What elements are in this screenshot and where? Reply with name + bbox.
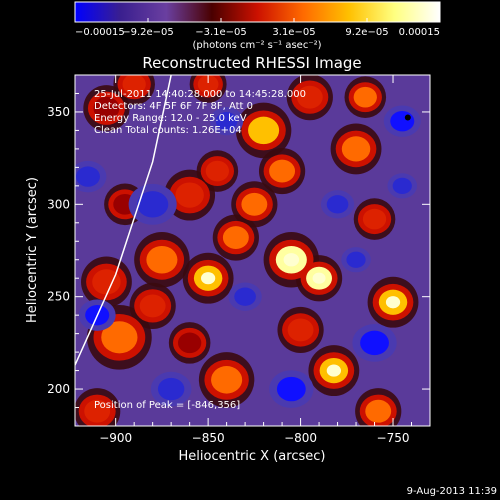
cold-blob-core	[326, 195, 349, 214]
solar-limb-curve	[75, 75, 172, 366]
y-tick-label: 250	[47, 290, 70, 304]
footer-date: 9-Aug-2013 11:39	[407, 486, 497, 497]
colorbar-tick-label: −0.00015	[75, 27, 125, 38]
heatmap-layer	[75, 75, 421, 426]
cold-blob-core	[276, 376, 306, 402]
hot-blob-core	[353, 86, 377, 108]
hot-blob-core	[101, 321, 138, 354]
cold-blob-core	[215, 112, 238, 131]
annotation-line: Energy Range: 12.0 - 25.0 keV	[94, 113, 247, 124]
cold-blob-core	[360, 330, 389, 356]
hot-blob-peak	[326, 364, 341, 377]
hot-blob-core	[175, 182, 204, 208]
cold-blob-core	[390, 111, 415, 132]
hot-blob-core	[222, 226, 249, 250]
hot-blob-core	[146, 245, 178, 274]
x-tick-label: −900	[99, 431, 132, 445]
hot-blob-core	[287, 318, 314, 342]
hot-blob-core	[205, 160, 230, 182]
hot-blob-core	[122, 75, 146, 95]
hot-blob-peak	[201, 272, 216, 285]
x-axis-label: Heliocentric X (arcsec)	[179, 449, 326, 464]
annotation-line: Detectors: 4F 5F 6F 7F 8F, Att 0	[94, 101, 253, 112]
y-tick-label: 300	[47, 197, 70, 211]
x-tick-label: −800	[284, 431, 317, 445]
y-axis-label: Heliocentric Y (arcsec)	[25, 177, 40, 323]
hot-blob-core	[197, 75, 219, 94]
axis-ticks: −900 −850 −800 −750 200 250 300 350	[47, 74, 430, 445]
colorbar-ticks: −0.00015−9.2e−05 −3.1e−05 3.1e−05 9.2e−05 0.…	[74, 18, 441, 38]
cold-blob-core	[137, 191, 169, 218]
peak-marker	[404, 114, 411, 121]
hot-blob-core	[362, 208, 387, 230]
hot-blob-core	[139, 294, 166, 318]
x-tick-label: −750	[377, 431, 410, 445]
colorbar-tick-label: 3.1e−05	[272, 27, 315, 38]
cold-blob-core	[75, 166, 100, 187]
chart-title: Reconstructed RHESSI Image	[142, 54, 361, 72]
hot-blob-core	[341, 136, 371, 162]
cold-blob-core	[346, 251, 366, 268]
hot-blob-core	[211, 366, 243, 394]
hot-blob-core	[92, 269, 121, 295]
y-tick-label: 200	[47, 382, 70, 396]
hot-blob-core	[241, 192, 268, 216]
hot-blob-peak	[385, 296, 401, 309]
plot-frame	[74, 74, 431, 427]
colorbar-tick-label: 9.2e−05	[345, 27, 388, 38]
colorbar-tick-label: −3.1e−05	[195, 27, 247, 38]
cold-blob-core	[234, 287, 256, 306]
x-tick-label: −850	[192, 431, 225, 445]
hot-blob-core	[269, 159, 296, 183]
hot-blob-core	[84, 399, 111, 423]
hot-blob-peak	[312, 272, 326, 284]
hot-blob-core	[93, 96, 120, 120]
cold-blob-core	[392, 177, 412, 194]
annotation-line: Clean Total counts: 1.26E+04	[94, 125, 242, 136]
hot-blob-core	[365, 399, 392, 423]
y-tick-label: 350	[47, 105, 70, 119]
peak-position-label: Position of Peak = [-846,356]	[94, 400, 240, 411]
colorbar	[74, 1, 441, 23]
hot-blob-core	[177, 332, 202, 354]
annotations: 25-Jul-2011 14:40:28.000 to 14:45:28.000…	[94, 89, 306, 136]
colorbar-tick-label: 0.00015	[399, 27, 440, 38]
hot-blob-peak	[283, 253, 300, 267]
colorbar-tick-label: −9.2e−05	[122, 27, 174, 38]
hot-blob-core	[248, 116, 280, 145]
cold-blob-core	[157, 377, 185, 401]
annotation-line: 25-Jul-2011 14:40:28.000 to 14:45:28.000	[94, 89, 306, 100]
hot-blob-core	[296, 85, 323, 109]
colorbar-units-label: (photons cm⁻² s⁻¹ asec⁻²)	[192, 40, 321, 51]
